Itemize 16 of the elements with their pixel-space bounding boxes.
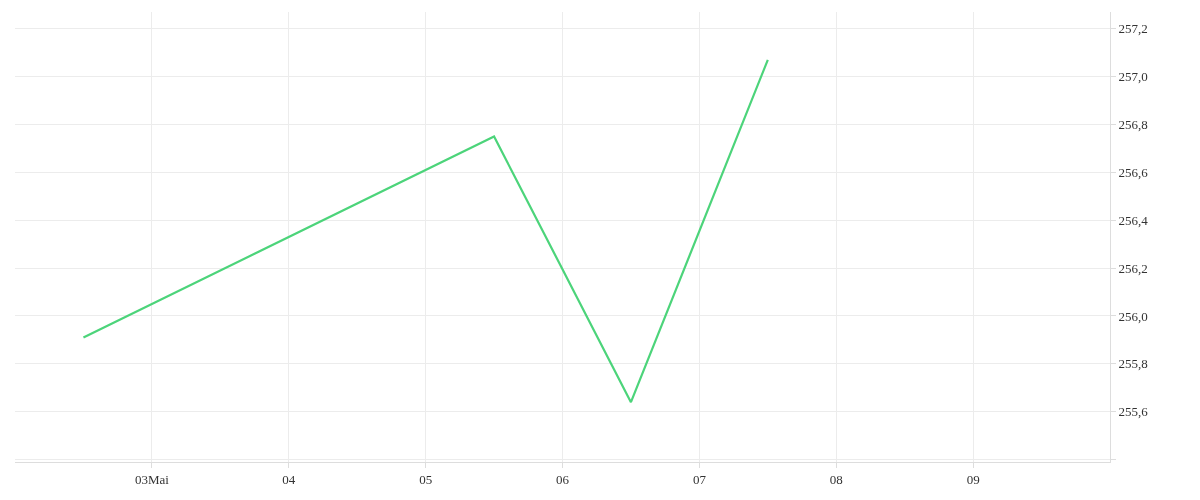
y-tick-label: 256,0 [1118,308,1148,324]
x-tick-label: 03Mai [134,471,170,487]
y-tick-label: 257,2 [1118,21,1148,37]
x-tick-label: 08 [829,471,843,487]
x-tick-label: 05 [419,471,433,487]
y-tick-label: 255,6 [1118,404,1149,420]
x-tick-label: 07 [692,471,707,487]
y-tick-label: 256,4 [1118,212,1149,228]
x-tick-label: 06 [556,471,570,487]
y-tick-label: 256,2 [1118,260,1148,276]
y-tick-label: 255,8 [1118,356,1148,372]
y-tick-label: 256,8 [1118,117,1148,133]
x-tick-label: 04 [282,471,296,487]
x-tick-label: 09 [966,471,980,487]
y-tick-label: 256,6 [1118,164,1149,180]
y-tick-label: 257,0 [1118,69,1148,85]
